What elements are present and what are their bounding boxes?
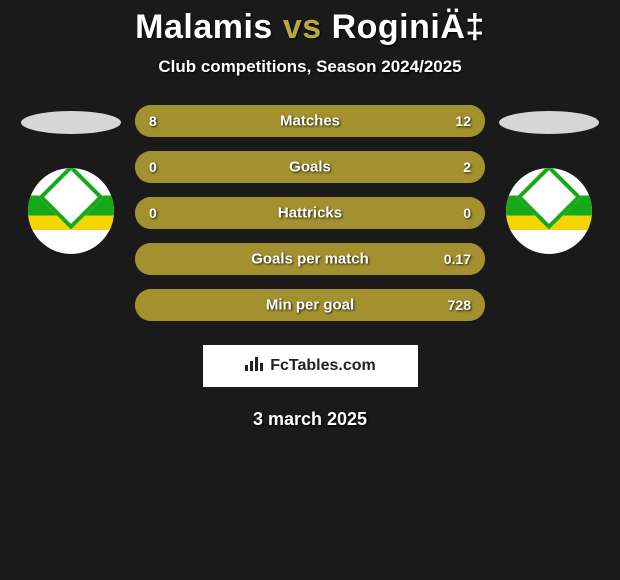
club-logo-right <box>506 168 592 254</box>
date-label: 3 march 2025 <box>253 409 367 430</box>
right-player-column <box>499 105 599 254</box>
player-silhouette-left <box>21 111 121 134</box>
stat-metric-label: Goals per match <box>251 251 369 268</box>
stat-value-left: 0 <box>149 159 157 175</box>
stat-metric-label: Goals <box>289 159 331 176</box>
stat-bar: 728 Min per goal <box>135 289 485 321</box>
subtitle: Club competitions, Season 2024/2025 <box>158 57 461 77</box>
bar-chart-icon <box>244 356 264 377</box>
stat-metric-label: Matches <box>280 113 340 130</box>
stat-bar: 8 12 Matches <box>135 105 485 137</box>
stat-value-left: 8 <box>149 113 157 129</box>
comparison-row: 8 12 Matches 0 2 Goals 0 0 Hattricks 0.17 Goals pe… <box>0 105 620 321</box>
club-logo-left <box>28 168 114 254</box>
stat-metric-label: Min per goal <box>266 297 354 314</box>
stat-value-right: 728 <box>448 297 471 313</box>
stat-value-right: 0.17 <box>444 251 471 267</box>
vs-separator: vs <box>283 8 322 46</box>
brand-badge[interactable]: FcTables.com <box>203 345 418 387</box>
brand-text: FcTables.com <box>270 357 376 375</box>
stat-value-right: 2 <box>463 159 471 175</box>
player-left-name: Malamis <box>135 8 273 46</box>
page-title: Malamis vs RoginiÄ‡ <box>135 8 485 47</box>
player-right-name: RoginiÄ‡ <box>332 8 485 46</box>
stat-metric-label: Hattricks <box>278 205 342 222</box>
player-silhouette-right <box>499 111 599 134</box>
stat-bar: 0.17 Goals per match <box>135 243 485 275</box>
left-player-column <box>21 105 121 254</box>
stats-bars: 8 12 Matches 0 2 Goals 0 0 Hattricks 0.17 Goals pe… <box>135 105 485 321</box>
stat-value-right: 0 <box>463 205 471 221</box>
stat-value-right: 12 <box>455 113 471 129</box>
stat-bar: 0 2 Goals <box>135 151 485 183</box>
stat-value-left: 0 <box>149 205 157 221</box>
stat-bar: 0 0 Hattricks <box>135 197 485 229</box>
